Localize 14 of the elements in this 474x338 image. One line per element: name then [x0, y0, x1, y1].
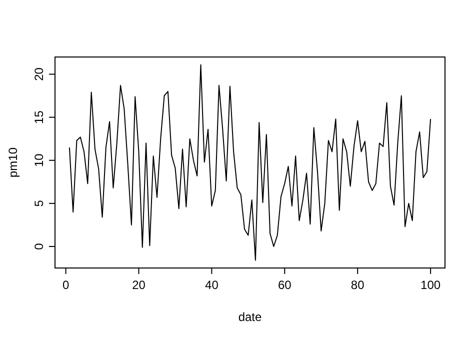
x-axis-title: date	[238, 310, 262, 324]
y-tick-label: 20	[32, 67, 46, 81]
y-tick-label: 10	[32, 153, 46, 168]
x-tick-label: 0	[62, 278, 70, 292]
x-tick-label: 20	[132, 278, 146, 292]
y-axis-title: pm10	[6, 147, 20, 178]
y-tick-label: 5	[32, 200, 46, 207]
line-series	[68, 64, 432, 261]
x-tick-label: 100	[420, 278, 441, 292]
y-tick-label: 0	[32, 242, 46, 250]
x-tick-label: 80	[350, 278, 365, 292]
x-tick-label: 40	[205, 278, 219, 292]
x-tick-label: 60	[278, 278, 292, 292]
y-tick-label: 15	[32, 110, 46, 124]
